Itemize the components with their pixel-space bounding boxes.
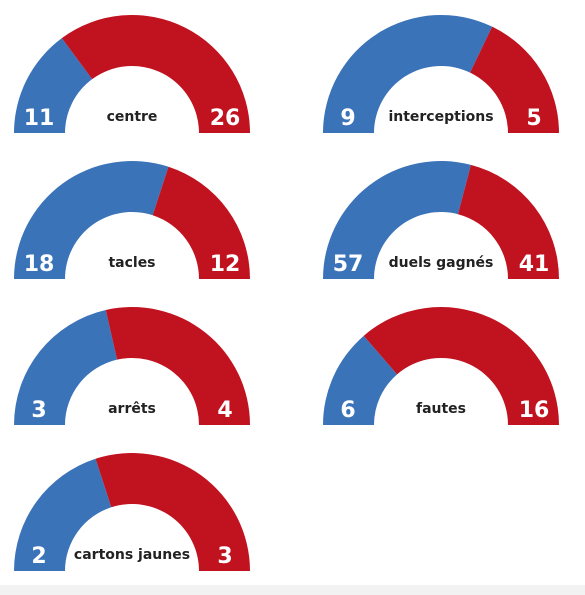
chart-title: cartons jaunes bbox=[74, 547, 190, 563]
value-label: 26 bbox=[210, 106, 241, 131]
arc-segment bbox=[470, 26, 559, 134]
value-label: 9 bbox=[340, 106, 355, 131]
value-label: 2 bbox=[31, 544, 46, 569]
value-label: 41 bbox=[519, 252, 550, 277]
arc-segment bbox=[61, 15, 251, 134]
chart-title: arrêts bbox=[108, 401, 156, 417]
value-label: 3 bbox=[31, 398, 46, 423]
arc-segment bbox=[14, 309, 118, 425]
arc-segment bbox=[323, 335, 398, 425]
arc-segment bbox=[14, 38, 93, 133]
value-label: 5 bbox=[526, 106, 541, 131]
chart-title: centre bbox=[107, 109, 158, 125]
value-label: 3 bbox=[217, 544, 232, 569]
value-label: 18 bbox=[24, 252, 55, 277]
footer-strip bbox=[0, 585, 585, 595]
chart-title: fautes bbox=[416, 401, 466, 417]
arc-segment bbox=[323, 160, 471, 279]
arc-segment bbox=[457, 164, 559, 279]
value-label: 4 bbox=[217, 398, 232, 423]
arc-segment bbox=[363, 307, 559, 425]
arc-segment bbox=[152, 166, 250, 279]
chart-title: tacles bbox=[108, 255, 155, 271]
value-label: 16 bbox=[519, 398, 550, 423]
arc-segment bbox=[14, 161, 169, 279]
arc-segment bbox=[105, 307, 251, 425]
value-label: 12 bbox=[210, 252, 241, 277]
arc-segment bbox=[95, 453, 250, 571]
value-label: 57 bbox=[333, 252, 364, 277]
arc-segment bbox=[14, 458, 112, 571]
chart-title: interceptions bbox=[388, 109, 493, 125]
value-label: 11 bbox=[24, 106, 55, 131]
value-label: 6 bbox=[340, 398, 355, 423]
arc-segment bbox=[323, 15, 493, 134]
chart-title: duels gagnés bbox=[389, 255, 494, 271]
